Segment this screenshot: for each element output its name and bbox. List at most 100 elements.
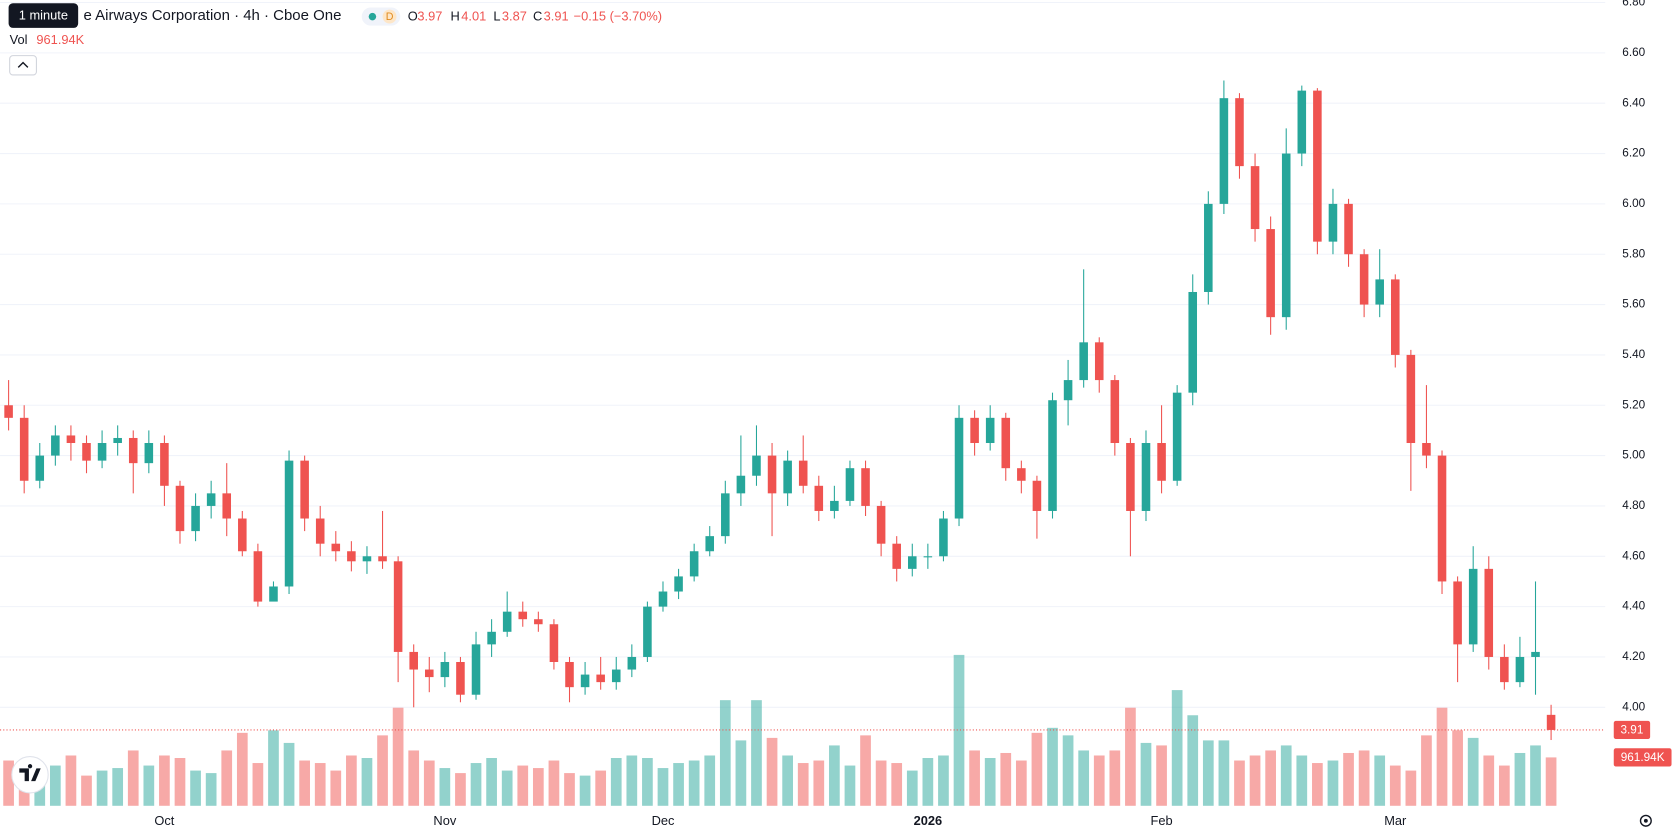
candle-body [549,624,559,662]
candle-body [580,674,590,688]
gear-center [1643,818,1648,823]
candle-body [643,606,652,657]
volume-bar [1530,745,1541,806]
volume-bar [252,763,264,806]
candle-body [565,661,574,688]
candle-body [658,591,668,607]
candle-body [66,435,76,444]
x-tick-label: 2026 [914,813,943,828]
candle-body [1063,380,1073,401]
volume-bar [1405,770,1417,806]
volume-bar [143,765,155,806]
volume-bar [1343,752,1354,806]
candle-body [1110,380,1120,444]
collapse-icon [17,61,29,68]
y-tick-label: 4.80 [1622,499,1645,512]
volume-bar [221,750,233,806]
volume-bar [159,755,170,806]
volume-bar [314,763,326,806]
candle-body [128,437,138,464]
volume-bar [626,755,638,806]
candle-body [1094,342,1104,381]
volume-bar [875,760,887,806]
candle-body [487,631,496,645]
candle-body [331,543,341,552]
volume-bar [3,760,14,806]
candle-body [206,493,216,506]
candle-body [1017,468,1026,481]
candle-body [1188,291,1198,393]
candle-body [347,551,356,562]
candle-body [1391,279,1400,355]
candle-body [409,651,418,670]
candle-body [1422,443,1431,456]
volume-bar [283,742,295,806]
badge: D [386,11,394,23]
candle-body [1546,714,1556,730]
candle-body [1204,203,1213,292]
volume-badge-label: 961.94K [1621,751,1665,764]
candle-body [1344,203,1353,255]
collapse-button[interactable] [9,55,37,76]
candle-body [876,505,886,544]
y-tick-label: 4.00 [1622,700,1645,713]
candle-body [284,460,294,587]
candle-body [1032,480,1042,511]
volume-bar [1467,737,1479,806]
volume-bar [470,763,482,806]
candle-body [1313,90,1322,242]
candle-body [1437,455,1447,582]
volume-bar [735,740,747,806]
volume-bar [719,700,731,806]
tooltip: 1 minute [19,7,68,22]
candle-body [1172,392,1182,481]
candle-body [35,455,45,481]
volume-bar [377,735,388,806]
y-tick-label: 4.40 [1622,600,1645,613]
candle-body [1500,656,1509,683]
volume-bar [1234,760,1245,806]
candle-body [1250,166,1260,230]
volume-bar [65,755,77,806]
volume-bar [1015,760,1027,806]
volume-value: 961.94K [36,32,84,47]
volume-bar [455,773,466,806]
settings-icon[interactable] [1639,814,1652,827]
volume-bar [1296,755,1308,806]
candle-body [1375,279,1384,305]
symbol-title: e Airways Corporation · 4h · Cboe One [84,7,342,24]
candle-body [1048,400,1057,511]
volume-bar [1109,750,1121,806]
candle-body [1141,443,1151,511]
candle-body [1453,581,1462,645]
candle-body [985,417,995,444]
volume-bar [1218,740,1230,806]
price-axis: 4.00 4.20 4.40 4.60 4.80 5.00 5.20 5.40 5.60 5.80… [1622,0,1645,713]
volume-bar [844,765,856,806]
volume-bar [486,758,497,806]
volume-bar [938,755,949,806]
volume-bar [1327,760,1339,806]
volume-bar [1078,750,1090,806]
candle-body [861,468,870,506]
candle-body [892,543,901,569]
volume-bar [49,765,61,806]
volume-bar [1514,752,1526,806]
volume-bar [190,770,201,806]
candle-body [1406,354,1416,444]
candle-body [830,500,839,511]
volume-bar [392,707,404,806]
volume-bar [579,775,591,806]
candle-body [113,437,122,444]
grid [0,1,1606,708]
candle-body [1515,656,1525,683]
volume-bar [1498,765,1510,806]
gear[interactable] [1639,814,1652,827]
candle-body [144,443,154,464]
volume-bar [1452,730,1463,806]
y-tick-label: 5.20 [1622,398,1645,411]
volume-bar [330,770,342,806]
candle-body [674,576,683,592]
candle-body [1281,153,1291,318]
